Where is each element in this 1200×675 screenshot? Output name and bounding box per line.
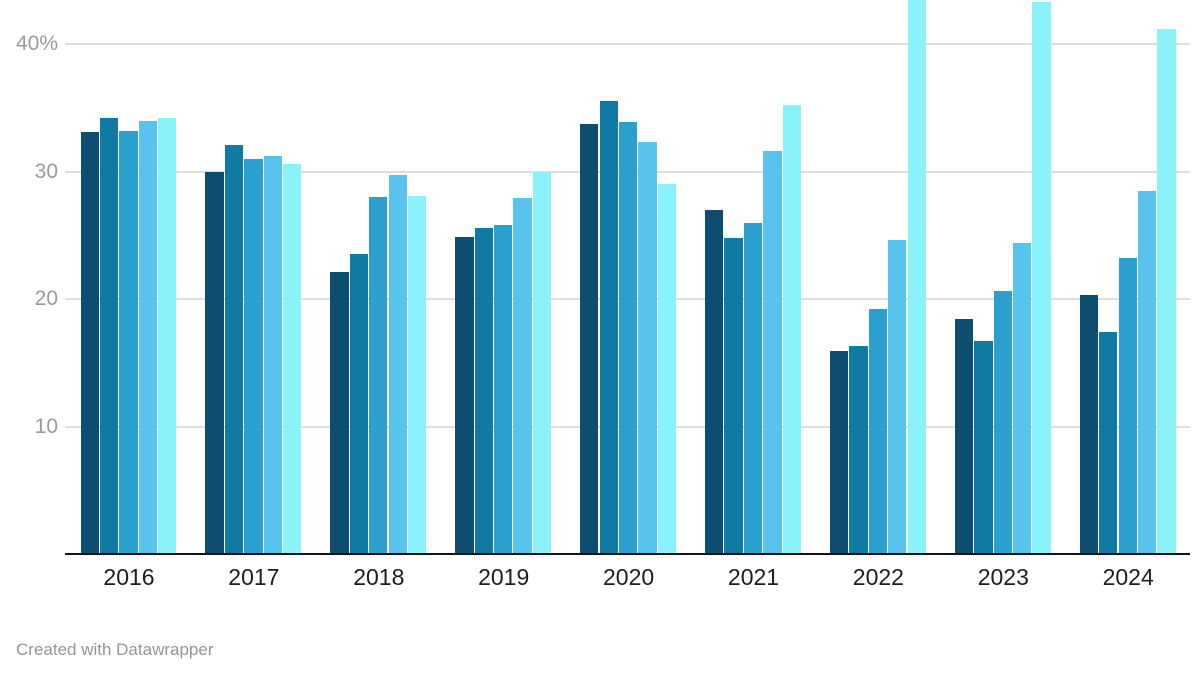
- bar-2021-shade-3-medium-blue[interactable]: [743, 222, 763, 554]
- bar-2024-shade-1-darkest-blue[interactable]: [1079, 295, 1099, 554]
- bar-2024-shade-4-light-blue[interactable]: [1137, 190, 1157, 554]
- bar-2020-shade-5-pale-cyan[interactable]: [657, 184, 677, 554]
- bar-2019-shade-2-dark-blue[interactable]: [474, 227, 493, 554]
- bar-2017-shade-2-dark-blue[interactable]: [224, 144, 244, 554]
- bar-2019-shade-1-darkest-blue[interactable]: [455, 236, 474, 554]
- bar-2022-shade-2-dark-blue[interactable]: [849, 346, 868, 554]
- bar-2020-shade-3-medium-blue[interactable]: [618, 121, 638, 554]
- bar-2016-shade-3-medium-blue[interactable]: [119, 130, 138, 554]
- bar-2022-shade-1-darkest-blue[interactable]: [829, 351, 849, 554]
- x-tick-label-2023: 2023: [977, 564, 1029, 590]
- bar-2020-shade-2-dark-blue[interactable]: [599, 101, 618, 554]
- bar-2021-shade-2-dark-blue[interactable]: [724, 237, 743, 554]
- plot-area: 10 20 30 40%: [15, 0, 1190, 554]
- bar-2017-shade-4-light-blue[interactable]: [263, 156, 282, 554]
- x-tick-label-2021: 2021: [727, 564, 780, 590]
- bar-2023-shade-5-pale-cyan[interactable]: [1032, 1, 1051, 554]
- bar-2018-shade-2-dark-blue[interactable]: [349, 254, 369, 554]
- bar-2023-shade-4-light-blue[interactable]: [1013, 242, 1032, 554]
- bar-2021-shade-5-pale-cyan[interactable]: [782, 105, 801, 554]
- bar-2018-shade-3-medium-blue[interactable]: [369, 197, 388, 554]
- y-tick-label-40: 40%: [15, 32, 58, 55]
- bar-2018-shade-4-light-blue[interactable]: [388, 175, 407, 554]
- bar-2024-shade-3-medium-blue[interactable]: [1118, 258, 1137, 554]
- bar-2020-shade-1-darkest-blue[interactable]: [580, 124, 599, 554]
- bar-2023-shade-1-darkest-blue[interactable]: [954, 319, 974, 554]
- bar-2017-shade-5-pale-cyan[interactable]: [283, 163, 302, 554]
- bar-2022-shade-3-medium-blue[interactable]: [868, 309, 888, 554]
- bar-2019-shade-4-light-blue[interactable]: [513, 198, 532, 554]
- bar-2024-shade-2-dark-blue[interactable]: [1099, 332, 1118, 554]
- bar-2021-shade-1-darkest-blue[interactable]: [705, 209, 724, 554]
- y-tick-label-30: 30: [34, 159, 58, 183]
- bar-2023-shade-3-medium-blue[interactable]: [993, 291, 1012, 554]
- bar-2016-shade-4-light-blue[interactable]: [138, 120, 158, 554]
- bar-2019-shade-5-pale-cyan[interactable]: [532, 171, 552, 554]
- bar-2023-shade-2-dark-blue[interactable]: [974, 341, 993, 554]
- bar-2022-shade-5-pale-cyan[interactable]: [907, 0, 926, 554]
- bar-2016-shade-2-dark-blue[interactable]: [99, 117, 119, 554]
- x-axis-line: [65, 553, 1190, 555]
- bar-2019-shade-3-medium-blue[interactable]: [494, 225, 513, 554]
- bar-2017-shade-3-medium-blue[interactable]: [244, 158, 263, 554]
- bar-2018-shade-5-pale-cyan[interactable]: [407, 195, 427, 554]
- bar-2021-shade-4-light-blue[interactable]: [763, 151, 782, 554]
- bar-2020-shade-4-light-blue[interactable]: [638, 142, 657, 554]
- bar-2016-shade-1-darkest-blue[interactable]: [80, 131, 99, 554]
- x-tick-label-2016: 2016: [103, 564, 155, 590]
- y-tick-label-20: 20: [34, 287, 58, 310]
- x-tick-label-2024: 2024: [1102, 564, 1154, 590]
- x-tick-label-2018: 2018: [353, 564, 405, 590]
- datawrapper-credit: Created with Datawrapper: [16, 640, 214, 659]
- x-tick-label-2020: 2020: [603, 564, 655, 590]
- gridline-40: [65, 43, 1190, 45]
- bar-2016-shade-5-pale-cyan[interactable]: [158, 117, 177, 554]
- x-tick-label-2017: 2017: [228, 564, 280, 590]
- bar-2018-shade-1-darkest-blue[interactable]: [330, 272, 349, 554]
- bar-2024-shade-5-pale-cyan[interactable]: [1157, 28, 1176, 554]
- bar-2017-shade-1-darkest-blue[interactable]: [205, 171, 224, 554]
- bar-2022-shade-4-light-blue[interactable]: [888, 240, 907, 554]
- x-tick-label-2022: 2022: [852, 564, 904, 590]
- x-tick-label-2019: 2019: [478, 564, 530, 590]
- y-tick-label-10: 10: [34, 414, 58, 438]
